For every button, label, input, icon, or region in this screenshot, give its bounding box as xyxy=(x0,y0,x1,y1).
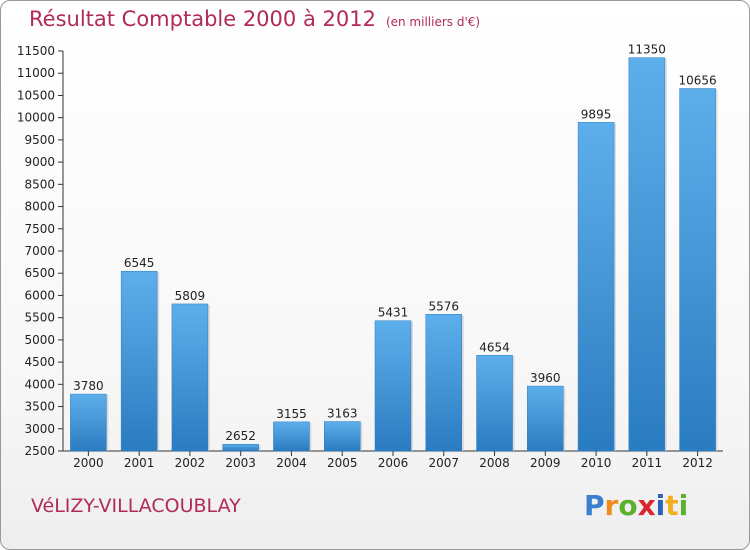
x-tick-label: 2004 xyxy=(276,456,307,470)
logo-letter: r xyxy=(604,489,619,522)
x-tick-label: 2008 xyxy=(479,456,510,470)
x-tick-label: 2007 xyxy=(428,456,459,470)
proxiti-logo: Proxiti xyxy=(584,489,688,522)
logo-letter: x xyxy=(637,489,656,522)
bar-2012 xyxy=(679,88,716,452)
y-tick-label: 4500 xyxy=(24,355,55,369)
bar-2007 xyxy=(425,314,463,452)
y-tick-label: 8000 xyxy=(24,200,55,214)
bar-value-label: 3780 xyxy=(73,379,104,393)
y-tick-label: 9500 xyxy=(24,133,55,147)
bar-value-label: 11350 xyxy=(628,43,666,57)
title-text: Résultat Comptable 2000 à 2012 xyxy=(29,7,376,31)
bar-2009 xyxy=(527,385,564,452)
y-tick-label: 9000 xyxy=(24,155,55,169)
y-tick-label: 11000 xyxy=(17,66,55,80)
bar-value-label: 5431 xyxy=(378,306,409,320)
y-tick-label: 5000 xyxy=(24,333,55,347)
y-tick-label: 7500 xyxy=(24,222,55,236)
y-tick-label: 5500 xyxy=(24,311,55,325)
bar-2000 xyxy=(70,393,107,452)
bar-value-label: 3163 xyxy=(327,407,358,421)
x-tick-label: 2005 xyxy=(327,456,358,470)
bar-2010 xyxy=(577,122,615,452)
logo-letter: P xyxy=(584,489,605,522)
bar-2001 xyxy=(120,270,158,452)
x-tick-label: 2002 xyxy=(175,456,206,470)
bar-value-label: 5809 xyxy=(175,289,206,303)
bar-value-label: 10656 xyxy=(679,74,717,88)
y-tick-label: 4000 xyxy=(24,377,55,391)
x-tick-label: 2012 xyxy=(682,456,713,470)
y-tick-label: 11500 xyxy=(17,44,55,58)
bar-2011 xyxy=(628,57,666,452)
bar-2008 xyxy=(476,355,513,452)
x-tick-label: 2009 xyxy=(530,456,561,470)
y-tick-label: 8500 xyxy=(24,177,55,191)
bar-value-label: 6545 xyxy=(124,256,155,270)
title-unit: (en milliers d'€) xyxy=(385,15,481,29)
x-tick-label: 2000 xyxy=(73,456,104,470)
y-tick-label: 6000 xyxy=(24,288,55,302)
x-tick-label: 2001 xyxy=(124,456,155,470)
y-tick-label: 7000 xyxy=(24,244,55,258)
y-tick-label: 10500 xyxy=(17,88,55,102)
x-tick-label: 2010 xyxy=(581,456,612,470)
bar-value-label: 2652 xyxy=(225,429,256,443)
bar-2004 xyxy=(273,421,310,452)
chart-title: Résultat Comptable 2000 à 2012 (en millie… xyxy=(29,7,480,31)
x-tick-label: 2003 xyxy=(225,456,256,470)
bar-2003 xyxy=(222,443,259,452)
bar-value-label: 3960 xyxy=(530,371,561,385)
y-tick-label: 10000 xyxy=(17,111,55,125)
y-tick-label: 6500 xyxy=(24,266,55,280)
bar-value-label: 9895 xyxy=(581,107,612,121)
bar-2005 xyxy=(323,421,361,452)
x-tick-label: 2011 xyxy=(632,456,663,470)
bar-2002 xyxy=(171,303,209,452)
x-tick-label: 2006 xyxy=(378,456,409,470)
y-tick-label: 2500 xyxy=(24,444,55,458)
bar-value-label: 5576 xyxy=(428,299,459,313)
y-tick-label: 3500 xyxy=(24,400,55,414)
bar-value-label: 3155 xyxy=(276,407,307,421)
logo-letter: i xyxy=(655,489,666,522)
bar-2006 xyxy=(374,320,412,452)
logo-letter: i xyxy=(678,489,689,522)
y-tick-label: 3000 xyxy=(24,422,55,436)
city-name: VéLIZY-VILLACOUBLAY xyxy=(31,495,241,517)
logo-letter: t xyxy=(665,489,679,522)
bar-value-label: 4654 xyxy=(479,340,510,354)
logo-letter: o xyxy=(618,489,638,522)
